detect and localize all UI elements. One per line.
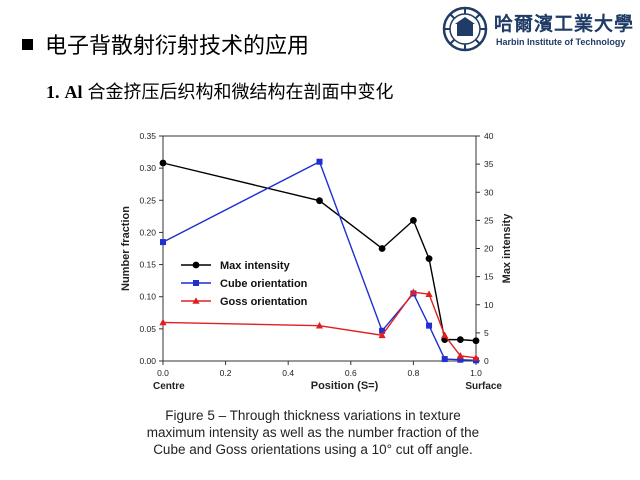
hit-emblem-icon: [442, 6, 488, 52]
max-intensity-point: [410, 216, 417, 224]
x-tick-label: 1.0: [470, 368, 482, 378]
y2-tick-label: 30: [484, 187, 494, 197]
legend-marker: [192, 261, 200, 269]
max-intensity-line: [162, 162, 477, 342]
y2-tick-label: 40: [484, 131, 494, 141]
caption-line: Cube and Goss orientations using a 10° c…: [153, 442, 473, 457]
cube-orientation-point: [379, 327, 386, 334]
y2-tick-label: 20: [484, 244, 494, 254]
y-tick-label: 0.10: [139, 292, 156, 302]
goss-orientation-point: [441, 331, 449, 339]
legend-label: Cube orientation: [220, 278, 308, 290]
subtitle-prefix: Al: [64, 82, 83, 102]
subtitle-number: 1.: [46, 82, 60, 102]
goss-orientation-line: [162, 291, 477, 359]
y-tick-label: 0.20: [139, 227, 156, 237]
caption-line: maximum intensity as well as the number …: [146, 425, 480, 440]
goss-orientation-point: [472, 353, 480, 361]
max-intensity-point: [378, 245, 386, 252]
y-axis-label: Number fraction: [120, 206, 132, 291]
cube-orientation-point: [160, 239, 166, 246]
x-tick-label: 0.8: [407, 368, 419, 378]
max-intensity-point: [425, 255, 433, 263]
legend-marker: [192, 297, 200, 304]
goss-orientation-point: [315, 321, 324, 329]
goss-orientation-point: [425, 290, 433, 297]
y2-tick-label: 25: [484, 215, 494, 225]
texture-chart: 0.0 0.2 0.4 0.6 0.8 1.0 0.00 0.05 0.10 0.15 0.20 0.…: [120, 131, 513, 392]
y2-tick-label: 10: [484, 300, 494, 310]
legend-label: Max intensity: [220, 260, 291, 272]
square-bullet-icon: [22, 39, 33, 50]
figure-caption: Figure 5 – Through thickness variations …: [118, 407, 508, 458]
x-annotation-surface: Surface: [465, 381, 502, 392]
x-tick-label: 0.0: [157, 368, 169, 378]
goss-orientation-point: [378, 331, 386, 339]
y-tick-label: 0.05: [139, 324, 156, 334]
max-intensity-point: [472, 337, 480, 345]
goss-orientation-point: [159, 318, 167, 326]
cube-orientation-point: [441, 356, 448, 363]
y2-tick-label: 35: [484, 159, 494, 169]
max-intensity-point: [456, 336, 464, 344]
section-subtitle: 1. Al 合金挤压后织构和微结构在剖面中变化: [46, 78, 394, 104]
goss-orientation-point: [456, 352, 464, 359]
y-tick-label: 0.00: [139, 356, 156, 366]
logo-name-en: Harbin Institute of Technology: [496, 37, 626, 47]
legend-marker: [193, 280, 199, 286]
x-tick-label: 0.2: [220, 368, 232, 378]
cube-orientation-point: [426, 322, 433, 329]
y2-axis-label: Max intensity: [501, 213, 513, 284]
y-tick-label: 0.15: [139, 260, 156, 270]
legend-label: Goss orientation: [220, 296, 308, 308]
max-intensity-point: [159, 159, 167, 167]
y2-tick-label: 0: [484, 356, 489, 366]
x-tick-label: 0.4: [282, 368, 294, 378]
y-tick-label: 0.25: [139, 195, 156, 205]
y-tick-label: 0.30: [139, 163, 156, 173]
cube-orientation-point: [316, 158, 323, 165]
y2-tick-label: 15: [484, 272, 494, 282]
slide-title: 电子背散射衍射技术的应用: [22, 28, 309, 60]
y-tick-label: 0.35: [139, 131, 156, 141]
logo-name-cn: 哈爾濱工業大學: [494, 13, 635, 35]
logo: 哈爾濱工業大學 Harbin Institute of Technology: [440, 6, 636, 52]
slide-title-text: 电子背散射衍射技术的应用: [45, 33, 310, 58]
caption-line: Figure 5 – Through thickness variations …: [165, 408, 461, 423]
x-annotation-centre: Centre: [153, 381, 185, 392]
x-axis-label: Position (S=): [311, 380, 379, 392]
x-tick-label: 0.6: [345, 368, 357, 378]
goss-orientation-point: [409, 288, 417, 296]
max-intensity-point: [316, 197, 323, 205]
y2-tick-label: 5: [484, 328, 489, 338]
cube-orientation-point: [457, 356, 464, 363]
subtitle-text: 合金挤压后织构和微结构在剖面中变化: [87, 82, 394, 102]
